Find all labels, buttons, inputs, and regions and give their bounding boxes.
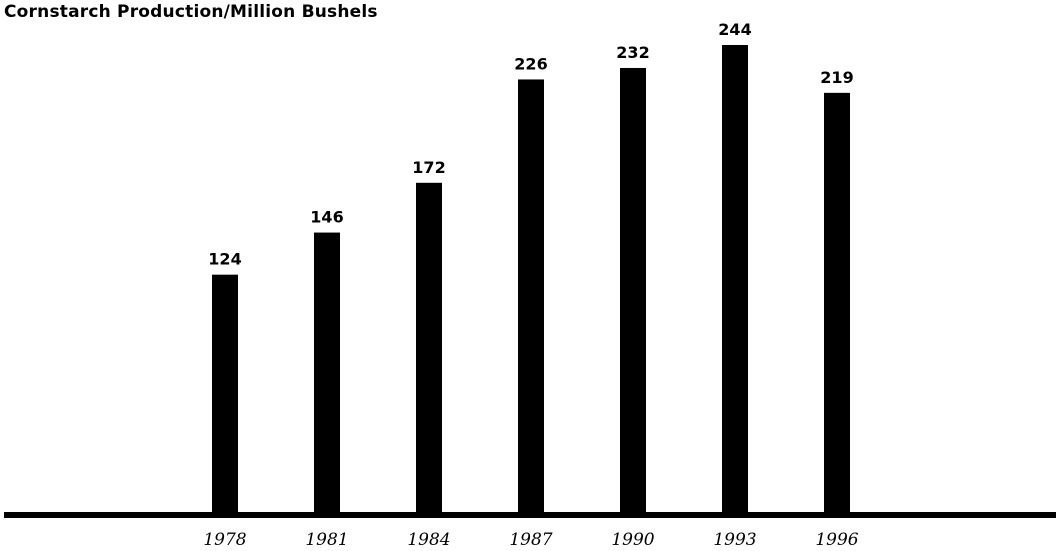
bar-1978: [212, 274, 238, 515]
x-tick-label-1996: 1996: [815, 530, 858, 550]
data-label-1984: 172: [412, 158, 445, 177]
bar-1984: [416, 182, 442, 515]
bar-1990: [620, 67, 646, 515]
x-tick-label-1987: 1987: [509, 530, 552, 550]
bar-1993: [722, 45, 748, 515]
data-label-1981: 146: [310, 208, 343, 227]
data-label-1978: 124: [208, 250, 241, 269]
x-tick-label-1981: 1981: [305, 530, 348, 550]
x-tick-label-1993: 1993: [713, 530, 756, 550]
x-tick-label-1978: 1978: [203, 530, 246, 550]
data-label-1990: 232: [616, 43, 649, 62]
chart-title: Cornstarch Production/Million Bushels: [4, 2, 378, 22]
bar-labels-group: 124 146 172 226 232 244 219: [208, 20, 853, 269]
bar-1987: [518, 79, 544, 516]
x-tick-label-1984: 1984: [407, 530, 450, 550]
data-label-1996: 219: [820, 68, 853, 87]
bar-1996: [824, 92, 850, 515]
bars-group: [212, 45, 850, 516]
x-tick-labels-group: 1978 1981 1984 1987 1990 1993 1996: [203, 530, 858, 550]
data-label-1987: 226: [514, 54, 547, 73]
bar-1981: [314, 232, 340, 516]
x-tick-label-1990: 1990: [611, 530, 654, 550]
data-label-1993: 244: [718, 20, 751, 39]
